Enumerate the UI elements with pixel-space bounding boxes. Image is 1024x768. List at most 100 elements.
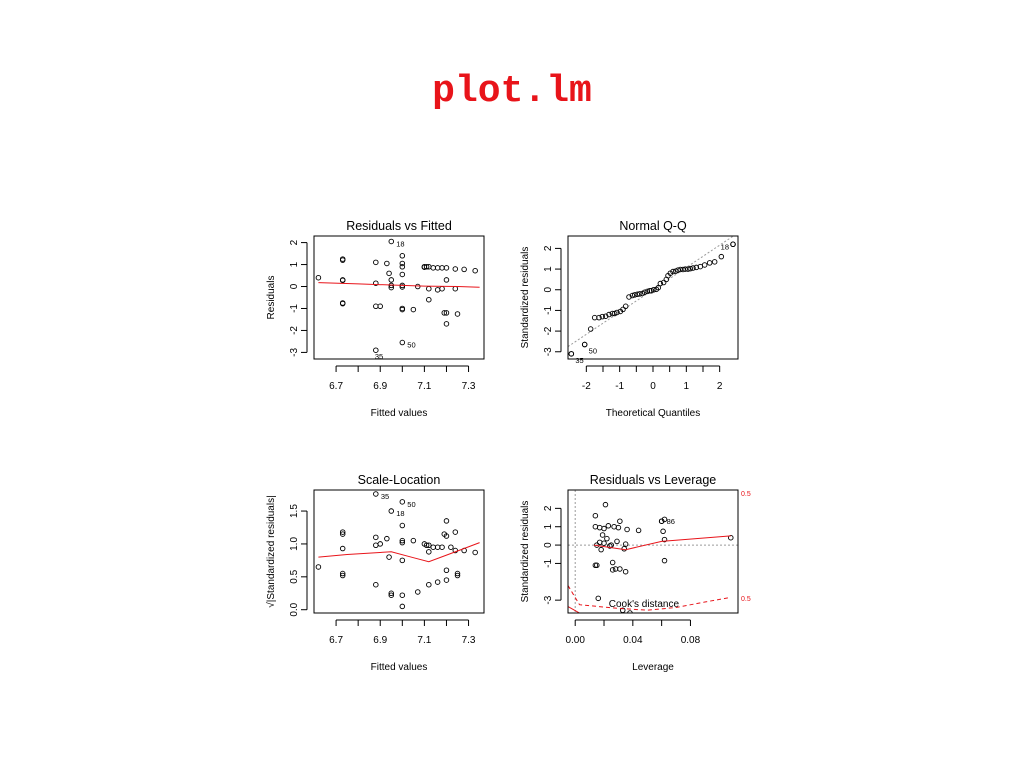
data-point (454, 572, 461, 579)
data-point (399, 537, 406, 544)
plot-frame (567, 489, 739, 614)
data-point (373, 280, 379, 286)
data-point (384, 535, 390, 542)
lowess-smooth-line (318, 542, 480, 563)
plot-frame (567, 235, 739, 360)
data-point (410, 306, 417, 313)
data-point (423, 264, 430, 270)
outlier-label: 18 (396, 509, 404, 518)
data-point (373, 542, 379, 549)
data-point (339, 256, 346, 262)
x-axis: -2 -1 0 1 2 (582, 365, 723, 392)
data-point (339, 572, 346, 579)
slide-title: plot.lm (432, 70, 592, 113)
data-point (711, 259, 718, 265)
data-point (434, 544, 441, 550)
x-tick-label: 7.3 (462, 635, 476, 646)
data-point (621, 545, 627, 552)
data-point (377, 541, 383, 547)
data-point (315, 564, 322, 570)
cooks-distance-legend: Cook's distance (609, 599, 680, 610)
data-point (426, 296, 432, 303)
x-axis-label: Fitted values (371, 408, 428, 419)
data-point (614, 538, 620, 545)
x-axis-label: Fitted values (371, 662, 428, 673)
data-point (399, 557, 406, 564)
data-point (599, 313, 606, 320)
data-point (661, 557, 668, 564)
data-point (635, 527, 642, 534)
data-point (596, 524, 603, 531)
outlier-point (373, 491, 379, 497)
data-point (388, 590, 395, 597)
data-point (399, 264, 406, 270)
outlier-point (399, 339, 406, 346)
data-point (384, 260, 390, 267)
data-point (399, 539, 406, 546)
x-tick-label: 1 (684, 381, 690, 392)
data-point (693, 264, 700, 271)
x-axis-label: Theoretical Quantiles (606, 408, 701, 419)
data-point (718, 253, 725, 260)
plot-title: Scale-Location (358, 473, 441, 487)
data-point (373, 534, 379, 541)
data-point (426, 581, 432, 588)
data-point (439, 285, 445, 292)
data-point (339, 300, 346, 307)
data-point (399, 592, 406, 598)
data-point (594, 562, 600, 569)
y-tick-label: 0 (289, 283, 300, 289)
data-point (399, 522, 406, 529)
data-point (660, 528, 666, 535)
y-tick-label: 0 (543, 287, 554, 293)
x-tick-label: 0 (650, 381, 656, 392)
data-point (373, 581, 379, 588)
x-tick-label: 6.9 (373, 635, 387, 646)
x-tick-label: 6.7 (329, 381, 343, 392)
data-point (622, 541, 629, 547)
x-tick-label: 0.00 (565, 635, 585, 646)
data-point (627, 610, 633, 613)
data-point (706, 260, 713, 266)
data-point (592, 512, 599, 519)
data-point (602, 501, 609, 508)
data-point (434, 287, 441, 293)
y-tick-label: -3 (543, 347, 554, 356)
data-point (443, 577, 450, 583)
data-point (399, 260, 406, 267)
data-point (609, 567, 616, 573)
x-axis: 0.00 0.04 0.08 (565, 619, 701, 646)
data-point (701, 262, 708, 268)
data-point (636, 291, 643, 297)
outlier-point (373, 347, 379, 353)
cooks-contour-edge (568, 606, 580, 613)
y-axis-label: Residuals (266, 276, 277, 320)
y-tick-label: 0.5 (289, 569, 300, 583)
data-point (592, 523, 599, 530)
data-point (388, 592, 395, 598)
x-tick-label: 2 (717, 381, 723, 392)
y-tick-label: 0.0 (289, 602, 300, 616)
y-axis: 0.0 0.5 1.0 1.5 (289, 504, 308, 617)
y-tick-label: 1 (289, 261, 300, 267)
y-tick-label: 2 (289, 239, 300, 245)
data-point (611, 523, 617, 530)
data-point (629, 292, 636, 299)
data-point (410, 537, 417, 544)
data-point (434, 265, 441, 271)
y-tick-label: -1 (289, 304, 300, 313)
data-point (430, 544, 436, 550)
data-point (634, 291, 641, 298)
data-point (373, 303, 379, 310)
plot-title: Residuals vs Leverage (590, 473, 717, 487)
data-point (373, 259, 379, 266)
data-point (596, 539, 603, 546)
data-point (650, 286, 657, 293)
plot-area (315, 238, 480, 353)
x-tick-label: 6.9 (373, 381, 387, 392)
data-point (675, 267, 681, 273)
data-point (596, 314, 602, 321)
data-point (430, 265, 436, 271)
data-point (452, 529, 459, 535)
data-point (386, 554, 392, 560)
